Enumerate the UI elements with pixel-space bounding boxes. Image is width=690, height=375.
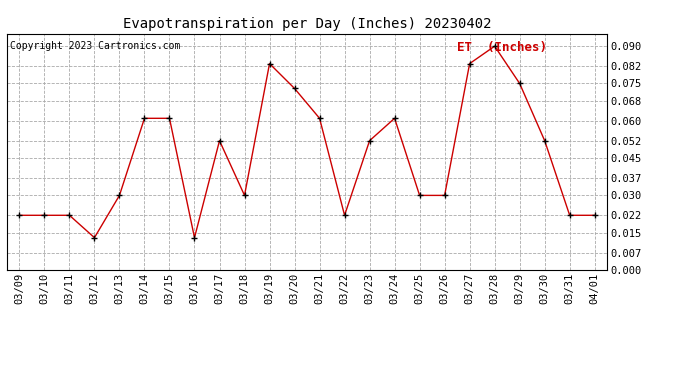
Title: Evapotranspiration per Day (Inches) 20230402: Evapotranspiration per Day (Inches) 2023… (123, 17, 491, 31)
Text: ET  (Inches): ET (Inches) (457, 41, 547, 54)
Text: Copyright 2023 Cartronics.com: Copyright 2023 Cartronics.com (10, 41, 180, 51)
